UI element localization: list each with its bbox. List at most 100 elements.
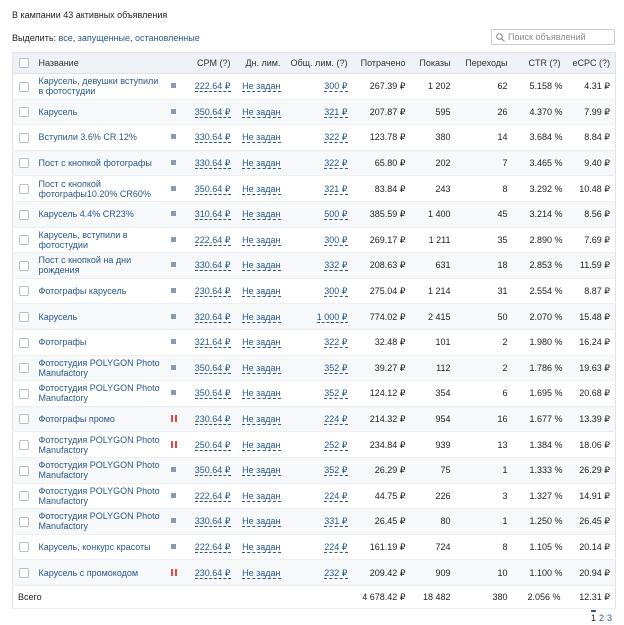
status-icon[interactable] [171,313,177,320]
checkbox[interactable] [18,81,29,92]
status-icon[interactable] [171,466,177,473]
status-icon[interactable] [171,338,177,345]
day-limit[interactable]: Не задан [242,362,281,374]
checkbox[interactable] [18,567,29,578]
status-icon[interactable] [171,517,177,524]
day-limit[interactable]: Не задан [242,567,281,579]
total-limit[interactable]: 300 ₽ [324,81,348,93]
status-icon[interactable] [171,364,177,371]
status-icon[interactable] [171,159,177,166]
status-icon[interactable] [171,210,177,217]
status-icon[interactable] [171,543,177,550]
checkbox[interactable] [18,311,29,322]
column-header[interactable]: CPM (?) [182,52,236,74]
ad-name[interactable]: Карусель, вступили в фотостудии [33,227,166,254]
cpm[interactable]: 350.64 ₽ [194,362,231,374]
ad-name[interactable]: Пост с кнопкой фотографы [33,150,166,177]
ad-name[interactable]: Фотостудия POLYGON Photo Manufactory [33,483,166,510]
ad-name[interactable]: Карусель, конкурс красоты [33,534,166,561]
status-icon[interactable] [171,415,177,423]
search-box[interactable]: Поиск объявлений [491,29,615,45]
cpm[interactable]: 230.64 ₽ [194,414,231,426]
total-limit[interactable]: 232 ₽ [324,567,348,579]
cpm[interactable]: 350.64 ₽ [194,106,231,118]
checkbox[interactable] [18,388,29,399]
day-limit[interactable]: Не задан [242,541,281,553]
ad-name[interactable]: Карусель [33,303,166,330]
day-limit[interactable]: Не задан [242,439,281,451]
day-limit[interactable]: Не задан [242,260,281,272]
cpm[interactable]: 250.64 ₽ [194,439,231,451]
cpm[interactable]: 230.64 ₽ [194,567,231,579]
checkbox[interactable] [18,439,29,450]
checkbox[interactable] [18,132,29,143]
ad-name[interactable]: Фотографы промо [33,406,166,433]
cpm[interactable]: 222.64 ₽ [194,234,231,246]
total-limit[interactable]: 322 ₽ [324,158,348,170]
status-icon[interactable] [171,236,177,243]
total-limit[interactable]: 322 ₽ [324,337,348,349]
ad-name[interactable]: Фотографы [33,329,166,356]
ad-name[interactable]: Карусель, девушки вступили в фотостудии [33,73,166,100]
total-limit[interactable]: 1 000 ₽ [316,311,348,323]
filter-option[interactable]: запущенные [77,33,130,43]
status-icon[interactable] [171,287,177,294]
cpm[interactable]: 222.64 ₽ [194,81,231,93]
checkbox[interactable] [18,363,29,374]
page-link[interactable]: 2 [599,613,605,623]
checkbox[interactable] [18,209,29,220]
total-limit[interactable]: 224 ₽ [324,490,348,502]
total-limit[interactable]: 321 ₽ [324,183,348,195]
checkbox[interactable] [18,542,29,553]
checkbox[interactable] [18,465,29,476]
day-limit[interactable]: Не задан [242,106,281,118]
ad-name[interactable]: Фотостудия POLYGON Photo Manufactory [33,457,166,484]
total-limit[interactable]: 500 ₽ [324,209,348,221]
ad-name[interactable]: Фотостудия POLYGON Photo Manufactory [33,508,166,535]
total-limit[interactable]: 352 ₽ [324,465,348,477]
day-limit[interactable]: Не задан [242,234,281,246]
filter-option[interactable]: остановленные [135,33,200,43]
status-icon[interactable] [171,133,177,140]
status-icon[interactable] [171,108,177,115]
day-limit[interactable]: Не задан [242,311,281,323]
total-limit[interactable]: 332 ₽ [324,260,348,272]
cpm[interactable]: 222.64 ₽ [194,490,231,502]
ad-name[interactable]: Карусель с промокодом [33,559,166,586]
checkbox[interactable] [18,183,29,194]
checkbox[interactable] [18,491,29,502]
status-icon[interactable] [171,492,177,499]
cpm[interactable]: 230.64 ₽ [194,286,231,298]
column-header[interactable]: Переходы [455,52,513,74]
column-header[interactable]: Дн. лим. [235,52,286,74]
day-limit[interactable]: Не задан [242,337,281,349]
total-limit[interactable]: 352 ₽ [324,388,348,400]
status-icon[interactable] [171,261,177,268]
total-limit[interactable]: 322 ₽ [324,132,348,144]
column-header[interactable]: Название [33,52,183,74]
checkbox[interactable] [18,414,29,425]
checkbox[interactable] [18,516,29,527]
checkbox[interactable] [18,107,29,118]
column-header[interactable]: Общ. лим. (?) [285,52,353,74]
total-limit[interactable]: 224 ₽ [324,541,348,553]
total-limit[interactable]: 224 ₽ [324,414,348,426]
status-icon[interactable] [171,82,177,89]
checkbox[interactable] [18,235,29,246]
cpm[interactable]: 321.64 ₽ [194,337,231,349]
ad-name[interactable]: Фотографы карусель [33,278,166,305]
day-limit[interactable]: Не задан [242,490,281,502]
ad-name[interactable]: Вступили 3.6% CR 12% [33,124,166,151]
cpm[interactable]: 310.64 ₽ [194,209,231,221]
ad-name[interactable]: Пост с кнопкой на дни рождения [33,252,166,279]
cpm[interactable]: 222.64 ₽ [194,541,231,553]
day-limit[interactable]: Не задан [242,388,281,400]
column-header[interactable]: Показы [410,52,456,74]
ad-name[interactable]: Фотостудия POLYGON Photo Manufactory [33,380,166,407]
status-icon[interactable] [171,389,177,396]
total-limit[interactable]: 300 ₽ [324,286,348,298]
column-header[interactable]: Потрачено [352,52,411,74]
checkbox[interactable] [18,158,29,169]
day-limit[interactable]: Не задан [242,183,281,195]
cpm[interactable]: 350.64 ₽ [194,465,231,477]
